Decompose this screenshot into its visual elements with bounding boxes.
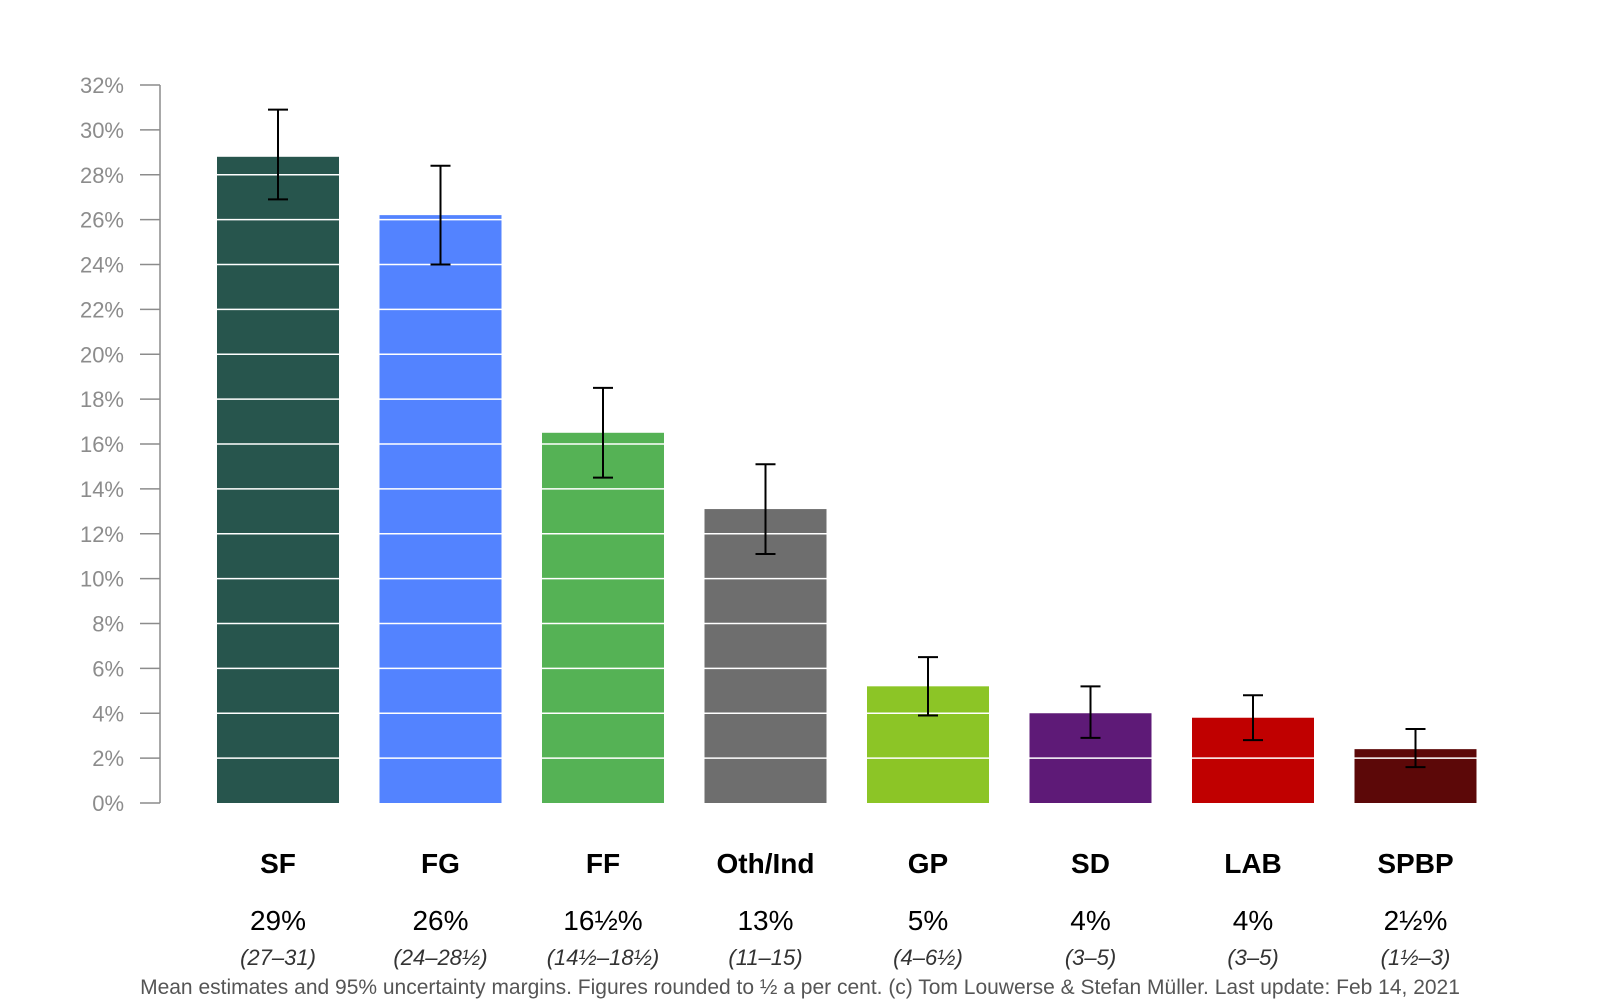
y-tick-label: 2%	[92, 746, 124, 771]
poll-bar-chart: 0% 2% 4% 6% 8% 10% 12% 14% 16% 18% 20% 22% 24% 26% 28%…	[80, 73, 1477, 970]
party-label: FG	[421, 848, 460, 879]
estimate-label: 4%	[1070, 905, 1110, 936]
y-tick-label: 32%	[80, 73, 124, 98]
bar-group-lab	[1192, 694, 1314, 803]
y-tick-label: 22%	[80, 297, 124, 322]
range-label: (3–5)	[1065, 945, 1116, 970]
estimate-label: 5%	[908, 905, 948, 936]
bar-group-ff	[542, 386, 664, 803]
estimate-label: 29%	[250, 905, 306, 936]
y-tick-label: 28%	[80, 163, 124, 188]
y-tick-label: 16%	[80, 432, 124, 457]
bar-group-fg	[379, 164, 502, 803]
y-tick-label: 8%	[92, 612, 124, 637]
y-tick-label: 18%	[80, 387, 124, 412]
bar-group-sf	[217, 108, 339, 804]
footnote: Mean estimates and 95% uncertainty margi…	[140, 976, 1460, 999]
range-label: (14½–18½)	[547, 945, 660, 970]
bar	[379, 215, 502, 803]
party-label: SF	[260, 848, 296, 879]
y-tick-label: 0%	[92, 791, 124, 816]
range-label: (27–31)	[240, 945, 316, 970]
y-tick-label: 14%	[80, 477, 124, 502]
category-labels: SF 29% (27–31) FG 26% (24–28½) FF 16½% (14½–18½)…	[240, 848, 1454, 970]
estimate-label: 26%	[412, 905, 468, 936]
range-label: (11–15)	[728, 945, 802, 970]
y-tick-label: 10%	[80, 567, 124, 592]
bar-group-oth-ind	[704, 463, 827, 803]
party-label: SD	[1071, 848, 1110, 879]
party-label: SPBP	[1377, 848, 1453, 879]
party-label: LAB	[1224, 848, 1282, 879]
bar	[542, 432, 664, 803]
range-label: (3–5)	[1227, 945, 1278, 970]
y-tick-label: 12%	[80, 522, 124, 547]
party-label: GP	[908, 848, 948, 879]
y-tick-label: 24%	[80, 253, 124, 278]
y-tick-label: 6%	[92, 656, 124, 681]
range-label: (24–28½)	[393, 945, 487, 970]
bar	[704, 509, 827, 803]
estimate-label: 16½%	[563, 905, 642, 936]
party-label: Oth/Ind	[717, 848, 815, 879]
estimate-label: 2½%	[1384, 905, 1448, 936]
range-label: (1½–3)	[1381, 945, 1451, 970]
party-label: FF	[586, 848, 620, 879]
range-label: (4–6½)	[893, 945, 963, 970]
y-tick-label: 20%	[80, 342, 124, 367]
y-axis: 0% 2% 4% 6% 8% 10% 12% 14% 16% 18% 20% 22% 24% 26% 28%…	[80, 73, 161, 816]
y-tick-label: 30%	[80, 118, 124, 143]
bar-group-spbp	[1354, 727, 1477, 803]
bar	[217, 156, 339, 804]
bar-group-sd	[1029, 685, 1152, 803]
estimate-label: 13%	[737, 905, 793, 936]
bars	[217, 108, 1477, 804]
y-tick-label: 4%	[92, 701, 124, 726]
estimate-label: 4%	[1233, 905, 1273, 936]
bar-group-gp	[867, 656, 989, 803]
y-tick-label: 26%	[80, 208, 124, 233]
